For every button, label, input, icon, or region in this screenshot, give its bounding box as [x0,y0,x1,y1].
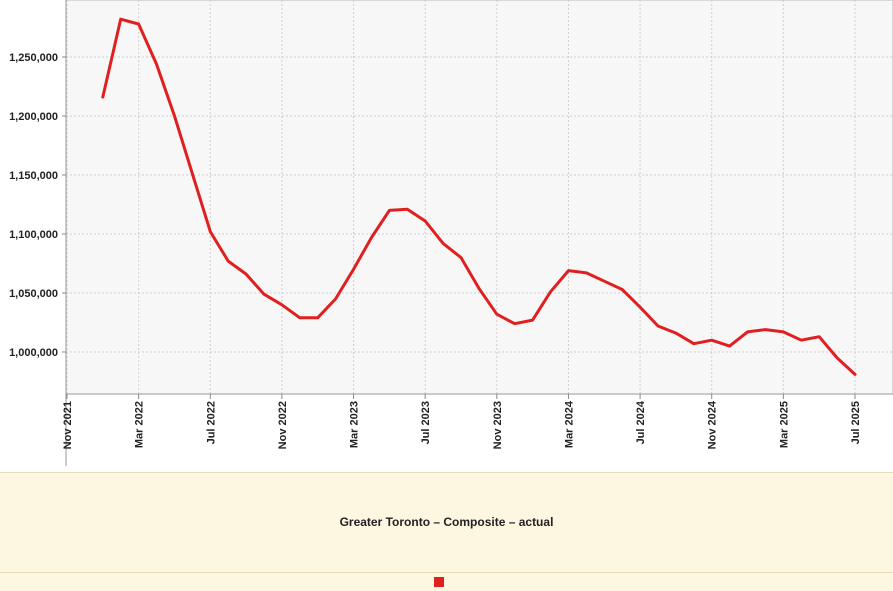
x-tick-label: Jul 2024 [635,400,647,444]
legend-swatch[interactable] [434,577,444,587]
plot-area [65,0,893,395]
x-axis-ticks: Nov 2021 Mar 2022 Jul 2022 Nov 2022 Mar 2023… [62,394,862,449]
y-tick-label: 1,200,000 [9,111,58,123]
x-tick-label: Mar 2025 [778,401,790,448]
x-tick-label: Jul 2023 [420,401,432,444]
series-lines [101,17,857,376]
x-tick-label: Mar 2024 [563,400,575,448]
y-tick-label: 1,100,000 [9,229,58,241]
x-tick-label: Mar 2023 [349,401,361,448]
legend-divider [0,572,893,573]
series-line [101,17,857,376]
axes [65,0,893,466]
x-tick-label: Nov 2023 [492,401,504,449]
legend: Greater Toronto – Composite – actual [0,472,893,591]
x-tick-label: Jul 2022 [205,401,217,444]
y-tick-label: 1,250,000 [9,52,58,64]
grid-lines [66,0,893,394]
y-axis-ticks: 1,000,000 1,050,000 1,100,000 1,150,000 1,20… [9,52,66,359]
x-tick-label: Jul 2025 [850,401,862,444]
y-tick-label: 1,150,000 [9,170,58,182]
legend-entry-label: Greater Toronto – Composite – actual [339,515,554,529]
y-tick-label: 1,000,000 [9,347,58,359]
x-tick-label: Mar 2022 [134,401,146,448]
chart-plot: 1,000,000 1,050,000 1,100,000 1,150,000 1,20… [9,0,893,466]
x-tick-label: Nov 2024 [707,400,719,449]
x-tick-label: Nov 2021 [62,401,74,449]
x-tick-label: Nov 2022 [277,401,289,449]
y-tick-label: 1,050,000 [9,288,58,300]
